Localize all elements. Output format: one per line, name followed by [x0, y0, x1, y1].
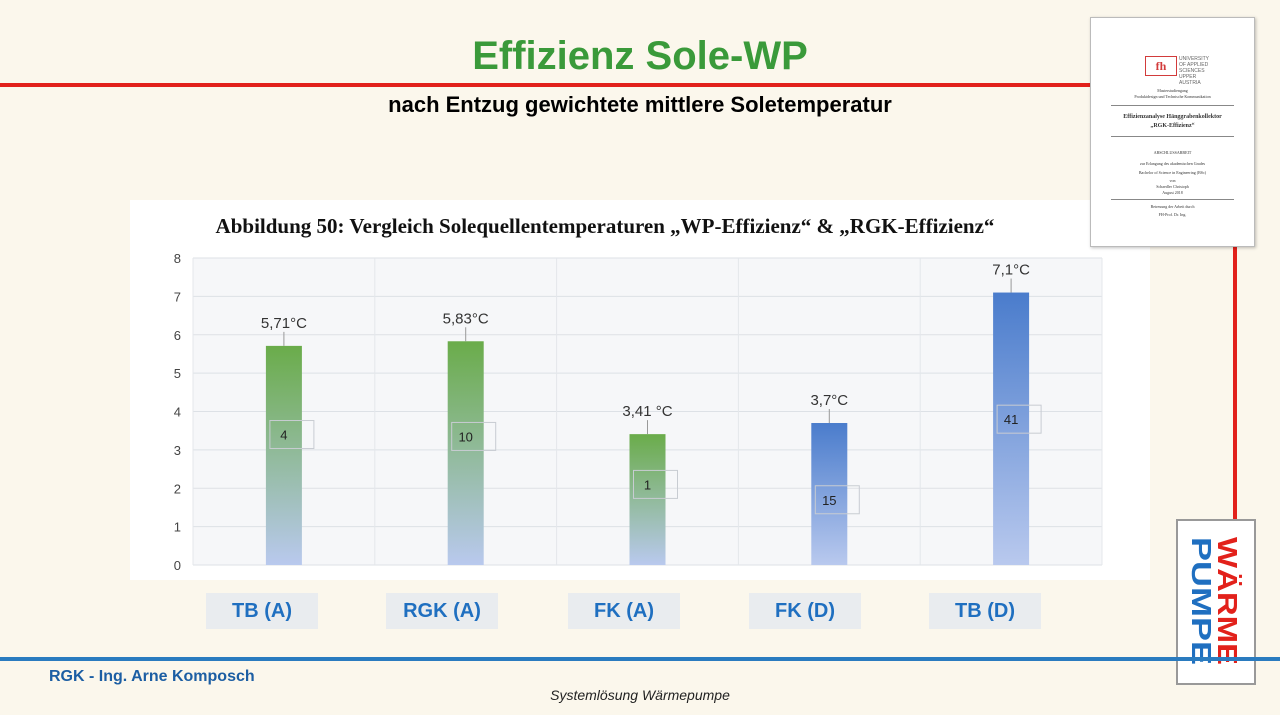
cover-line: FH-Prof. Dr. Ing. — [1158, 212, 1187, 217]
count-label-3: 15 — [822, 493, 836, 508]
category-label-rgk-a: RGK (A) — [386, 593, 498, 629]
cover-line: Masterstudiengang — [1157, 88, 1188, 93]
cover-line: Bachelor of Science in Engineering (BSc) — [1138, 170, 1207, 175]
bar-1 — [447, 341, 484, 565]
cover-line: Betreuung der Arbeit durch — [1150, 204, 1195, 209]
footer-divider — [0, 657, 1280, 661]
y-tick-label: 4 — [174, 405, 181, 420]
y-tick-label: 0 — [174, 558, 181, 573]
y-tick-label: 5 — [174, 366, 181, 381]
logo-text: UNIVERSITY OF APPLIED SCIENCES UPPER AUS… — [1179, 56, 1210, 86]
cover-line: zur Erlangung des akademischen Grades — [1139, 161, 1206, 166]
y-tick-label: 8 — [174, 251, 181, 266]
chart-title: Abbildung 50: Vergleich Solequellentempe… — [216, 214, 995, 238]
university-logo: fh UNIVERSITY OF APPLIED SCIENCES UPPER … — [1145, 56, 1217, 86]
y-tick-label: 7 — [174, 289, 181, 304]
value-label-3: 3,7°C — [810, 392, 848, 409]
slide-subtitle: nach Entzug gewichtete mittlere Soletemp… — [388, 92, 892, 117]
cover-heading: Effizienzanalyse Hänggrabenkollektor — [1123, 114, 1222, 120]
header-divider — [0, 83, 1096, 87]
count-box — [996, 404, 1042, 434]
y-tick-label: 1 — [174, 520, 181, 535]
value-label-1: 5,83°C — [443, 310, 489, 327]
footer-author: RGK - Ing. Arne Komposch — [49, 668, 255, 685]
cover-heading: „RGK-Effizienz“ — [1150, 123, 1195, 129]
y-tick-label: 6 — [174, 328, 181, 343]
category-label-fk-a: FK (A) — [568, 593, 680, 629]
cover-rule — [1111, 199, 1234, 200]
bar-chart: Abbildung 50: Vergleich Solequellentempe… — [174, 214, 1103, 573]
value-label-4: 7,1°C — [992, 262, 1030, 279]
logo-word-waerme: WÄRME — [1212, 537, 1243, 665]
bar-2 — [629, 434, 666, 565]
category-label-fk-d: FK (D) — [749, 593, 861, 629]
value-label-0: 5,71°C — [261, 315, 307, 332]
count-box — [269, 420, 315, 450]
count-label-2: 1 — [644, 477, 651, 492]
cover-line: Schaedler Christoph — [1156, 184, 1189, 189]
cover-line: Produktdesign und Technische Kommunikati… — [1134, 94, 1211, 99]
cover-line: von — [1169, 178, 1176, 183]
cover-line: August 2018 — [1162, 190, 1183, 195]
slide-title: Effizienz Sole-WP — [472, 34, 808, 78]
count-box — [814, 485, 860, 515]
count-box — [451, 421, 497, 451]
cover-rule — [1111, 136, 1234, 137]
count-label-1: 10 — [458, 429, 472, 444]
bar-0 — [265, 345, 302, 565]
bar-4 — [993, 292, 1030, 565]
category-label-tb-d: TB (D) — [929, 593, 1041, 629]
logo-word-pumpe: PUMPE — [1186, 537, 1217, 665]
right-accent-line — [1233, 245, 1237, 525]
chart-panel: Abbildung 50: Vergleich Solequellentempe… — [130, 200, 1150, 580]
count-box — [633, 469, 678, 499]
category-label-tb-a: TB (A) — [206, 593, 318, 629]
thesis-cover-thumbnail: fh UNIVERSITY OF APPLIED SCIENCES UPPER … — [1090, 17, 1255, 247]
cover-line: ABSCHLUSSARBEIT — [1153, 150, 1192, 155]
y-tick-label: 2 — [174, 481, 181, 496]
footer-title: Systemlösung Wärmepumpe — [550, 687, 730, 703]
cover-rule — [1111, 105, 1234, 106]
bar-3 — [811, 423, 848, 565]
logo-mark: fh — [1145, 56, 1177, 76]
value-label-2: 3,41 °C — [622, 403, 672, 420]
count-label-0: 4 — [280, 428, 287, 443]
count-label-4: 41 — [1004, 412, 1018, 427]
y-tick-label: 3 — [174, 443, 181, 458]
